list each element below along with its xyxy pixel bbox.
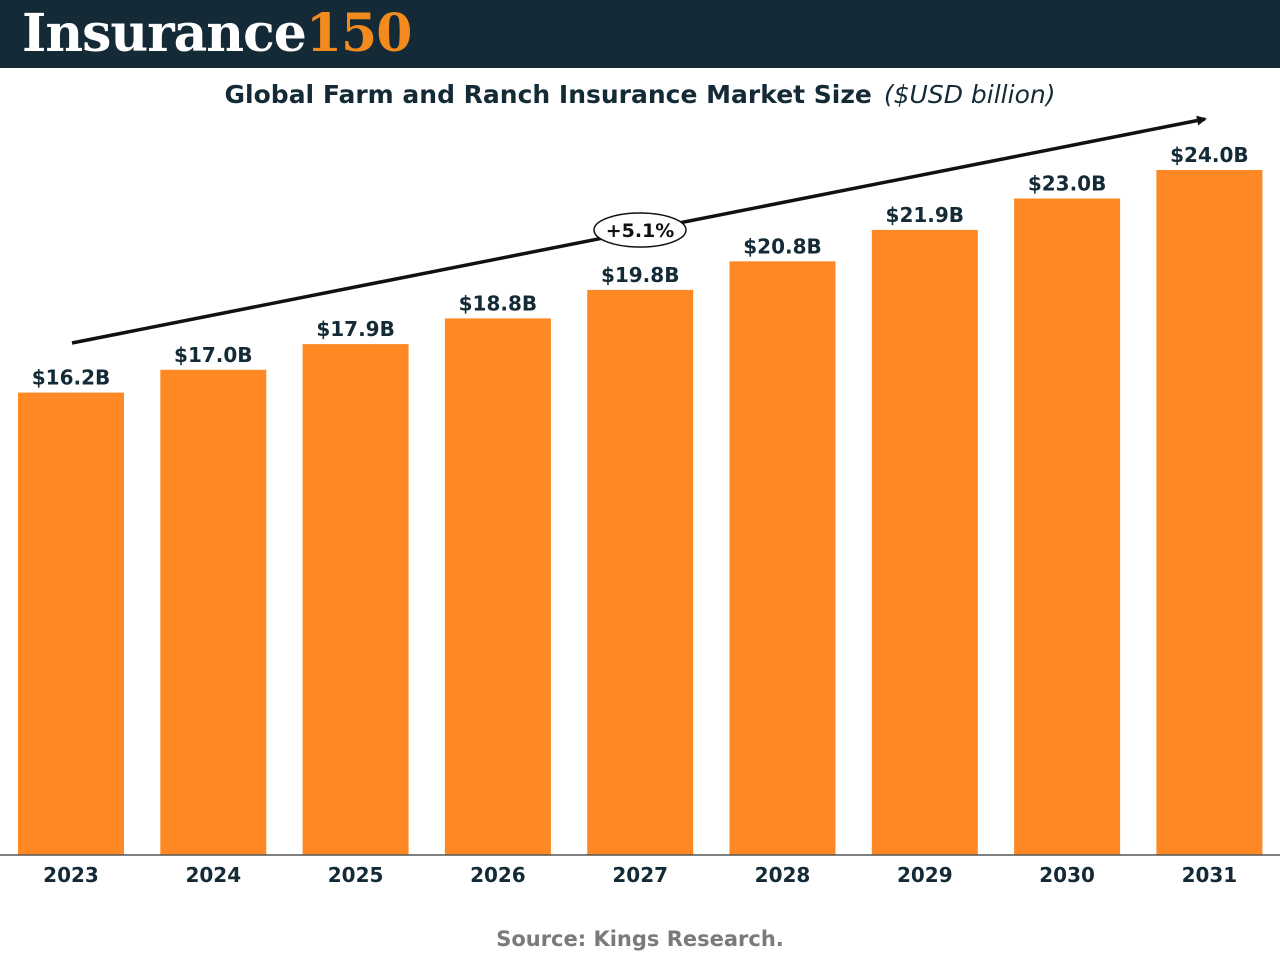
data-label-2030: $23.0B	[1028, 172, 1107, 196]
bar-2029	[871, 229, 978, 855]
x-tick-label-2025: 2025	[328, 863, 384, 887]
x-tick-label-2023: 2023	[43, 863, 99, 887]
data-label-2026: $18.8B	[459, 291, 538, 315]
data-label-2025: $17.9B	[316, 317, 395, 341]
data-label-2028: $20.8B	[743, 234, 822, 258]
x-tick-label-2024: 2024	[185, 863, 241, 887]
x-tick-label-2029: 2029	[897, 863, 953, 887]
brand-header: Insurance150	[0, 0, 1280, 68]
brand-logo-word: Insurance	[22, 3, 307, 64]
chart-title: Global Farm and Ranch Insurance Market S…	[224, 80, 872, 109]
growth-annotation: +5.1%	[593, 212, 687, 248]
data-label-2031: $24.0B	[1170, 143, 1249, 167]
brand-logo-number: 150	[305, 3, 413, 64]
bars-layer	[18, 170, 1263, 855]
bar-2031	[1156, 170, 1263, 855]
bar-2026	[444, 318, 551, 855]
chart-title-row: Global Farm and Ranch Insurance Market S…	[0, 78, 1280, 112]
x-tick-label-2027: 2027	[612, 863, 668, 887]
x-tick-label-2031: 2031	[1182, 863, 1238, 887]
data-label-2027: $19.8B	[601, 263, 680, 287]
bar-2024	[160, 369, 267, 855]
chart-unit: ($USD billion)	[883, 80, 1056, 109]
data-label-2024: $17.0B	[174, 343, 253, 367]
labels-layer: $16.2B 2023 $17.0B 2024 $17.9B 2025 $18.8B 2026…	[32, 143, 1249, 887]
bar-2023	[18, 392, 124, 855]
bar-2030	[1014, 198, 1121, 855]
source-note: Source: Kings Research.	[496, 927, 784, 951]
growth-annotation-label: +5.1%	[606, 220, 675, 242]
x-tick-label-2030: 2030	[1039, 863, 1095, 887]
bar-2025	[302, 344, 409, 855]
x-tick-label-2028: 2028	[755, 863, 811, 887]
bar-2028	[729, 261, 836, 855]
x-tick-label-2026: 2026	[470, 863, 526, 887]
data-label-2023: $16.2B	[32, 366, 111, 390]
brand-logo: Insurance150	[22, 2, 413, 66]
data-label-2029: $21.9B	[886, 203, 965, 227]
growth-annotation-bubble	[593, 212, 687, 248]
bar-2027	[587, 289, 694, 855]
